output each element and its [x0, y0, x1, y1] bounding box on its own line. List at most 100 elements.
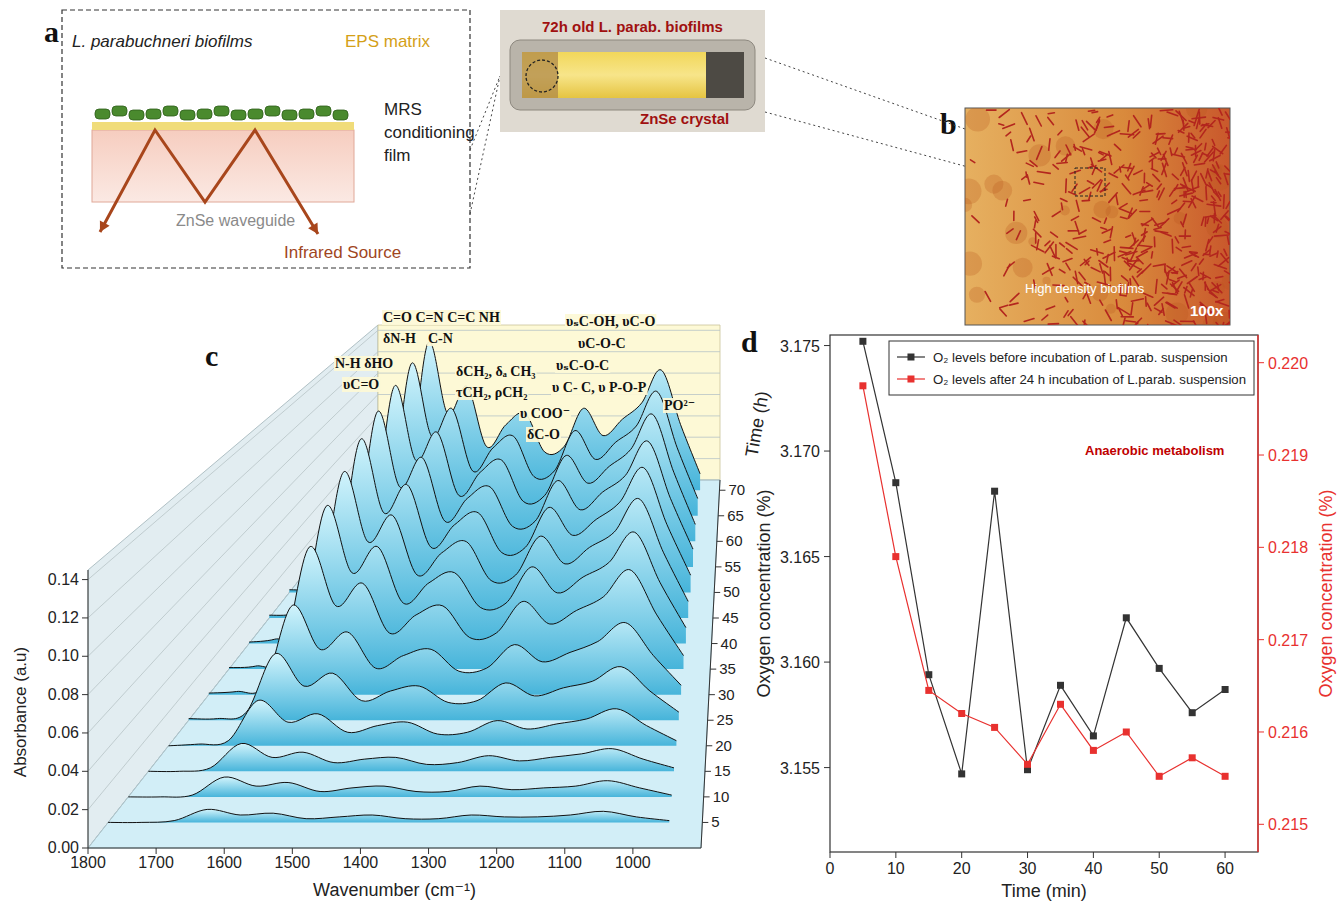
texture	[1083, 320, 1086, 325]
texture	[1028, 144, 1050, 166]
tick	[702, 822, 708, 823]
legend-label: O₂ levels after 24 h incubation of L.par…	[933, 372, 1246, 387]
texture	[1188, 133, 1190, 142]
texture	[1066, 145, 1071, 155]
tick-label: 1400	[343, 854, 379, 871]
tick-label: 0.219	[1268, 447, 1308, 464]
tick-label: 0.10	[48, 647, 79, 664]
annotations: C=O C=N C=C NHδN-HC-NN-H δHOυC=OδCH₂, δₐ…	[334, 310, 696, 442]
micrograph	[965, 108, 1230, 325]
texture	[1110, 267, 1112, 280]
texture	[999, 110, 1009, 118]
texture	[1048, 112, 1054, 114]
texture	[1188, 188, 1196, 191]
tick-label: 1300	[411, 854, 447, 871]
texture	[1110, 227, 1112, 238]
texture	[1122, 318, 1125, 325]
texture	[1052, 211, 1060, 216]
texture	[1068, 310, 1073, 316]
texture	[1104, 240, 1111, 242]
texture	[1207, 185, 1212, 188]
texture	[1157, 184, 1161, 189]
tick-label: 3.160	[780, 654, 820, 671]
tick	[82, 579, 88, 580]
label-patch	[382, 331, 417, 346]
tick-label: 1100	[548, 854, 583, 871]
micrograph-label: High density biofilms	[1025, 281, 1145, 296]
label-patch	[427, 331, 454, 346]
texture	[1049, 139, 1050, 151]
texture	[1034, 221, 1035, 228]
texture	[1175, 185, 1178, 191]
peak-label: PO²⁻	[664, 398, 695, 413]
tick	[714, 592, 720, 593]
bacterium	[112, 106, 127, 116]
texture	[1115, 144, 1121, 150]
texture	[1147, 303, 1151, 311]
photo-label: ZnSe crystal	[640, 110, 729, 127]
texture	[1105, 310, 1111, 321]
texture	[1128, 208, 1132, 218]
texture	[1210, 246, 1211, 254]
texture	[1114, 165, 1124, 173]
tick-label: 10	[887, 860, 905, 877]
label-patch	[526, 427, 561, 442]
diagram-label: MRSconditioningfilm	[384, 100, 475, 165]
texture	[1162, 284, 1167, 289]
peak-label: υC-O-C	[578, 336, 626, 351]
legend-box	[889, 341, 1254, 395]
texture	[1118, 308, 1130, 315]
tick-label: 0.218	[1268, 539, 1308, 556]
texture	[1169, 280, 1175, 282]
texture	[1167, 266, 1177, 273]
texture	[1003, 124, 1015, 128]
texture	[1180, 193, 1192, 196]
tick-label: 35	[719, 660, 736, 677]
texture	[1206, 217, 1228, 239]
texture	[1103, 252, 1115, 258]
texture	[1182, 261, 1192, 266]
texture	[1043, 268, 1054, 275]
texture	[1137, 271, 1143, 277]
texture	[1154, 237, 1156, 247]
spectrum-fill	[128, 777, 671, 797]
texture	[1121, 217, 1128, 219]
axis-title: Wavenumber (cm⁻¹)	[313, 880, 476, 900]
peak-label: υₛC-OH, υC-O	[566, 314, 655, 329]
bacterium	[282, 110, 297, 120]
texture	[1147, 183, 1153, 187]
texture	[1183, 127, 1189, 129]
texture	[1087, 121, 1095, 129]
texture	[986, 109, 996, 111]
texture	[1099, 153, 1104, 155]
tick-label: 5	[711, 813, 719, 830]
connector	[470, 76, 500, 150]
texture	[1058, 131, 1062, 135]
texture	[1122, 167, 1131, 168]
texture	[1199, 259, 1203, 264]
texture	[1133, 132, 1140, 138]
texture	[1167, 302, 1177, 308]
axis-title: Time (h)	[741, 390, 772, 459]
photo-crystal-edge	[706, 52, 744, 98]
texture	[1157, 191, 1159, 197]
tick	[709, 694, 715, 695]
texture	[1116, 300, 1117, 309]
texture	[1055, 151, 1060, 158]
texture	[1216, 277, 1223, 278]
texture	[1122, 258, 1131, 262]
texture	[1027, 175, 1029, 184]
point	[892, 479, 899, 486]
texture	[1226, 112, 1231, 119]
texture	[1006, 132, 1011, 136]
texture	[1187, 277, 1197, 284]
texture	[1088, 110, 1094, 112]
texture	[1143, 229, 1145, 242]
texture	[1202, 125, 1212, 127]
arrow-head	[308, 223, 318, 234]
texture	[965, 108, 990, 132]
texture	[1062, 154, 1071, 162]
label-line: conditioning	[384, 123, 475, 142]
tick-label: 3.170	[780, 443, 820, 460]
bacterium	[197, 109, 212, 119]
